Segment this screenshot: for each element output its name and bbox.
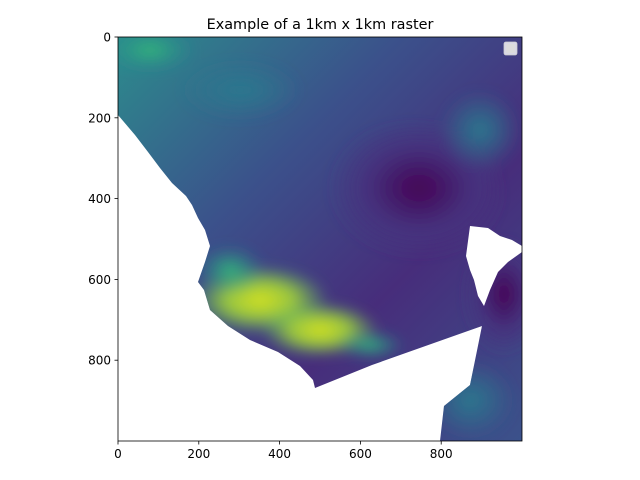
x-tick-label: 600 <box>349 447 372 461</box>
raster-value-region <box>440 90 520 170</box>
raster-value-region <box>195 245 265 295</box>
raster-value-region <box>118 37 195 72</box>
x-tick-label: 400 <box>268 447 291 461</box>
legend-inner <box>506 44 515 53</box>
y-tick-label: 600 <box>88 273 111 287</box>
y-tick-label: 400 <box>88 192 111 206</box>
raster-image <box>118 37 522 441</box>
nodata-hole <box>466 226 522 306</box>
y-tick-label: 0 <box>103 31 111 45</box>
y-tick-label: 200 <box>88 111 111 125</box>
y-axis: 0 200 400 600 800 <box>88 31 118 368</box>
chart-title: Example of a 1km x 1km raster <box>207 17 434 33</box>
raster-value-region <box>180 60 300 120</box>
x-tick-label: 0 <box>114 447 122 461</box>
raster-value-region <box>335 330 405 360</box>
x-axis: 0 200 400 600 800 <box>114 441 453 461</box>
x-tick-label: 200 <box>187 447 210 461</box>
y-tick-label: 800 <box>88 354 111 368</box>
x-tick-label: 800 <box>430 447 453 461</box>
axes-frame <box>117 36 523 442</box>
